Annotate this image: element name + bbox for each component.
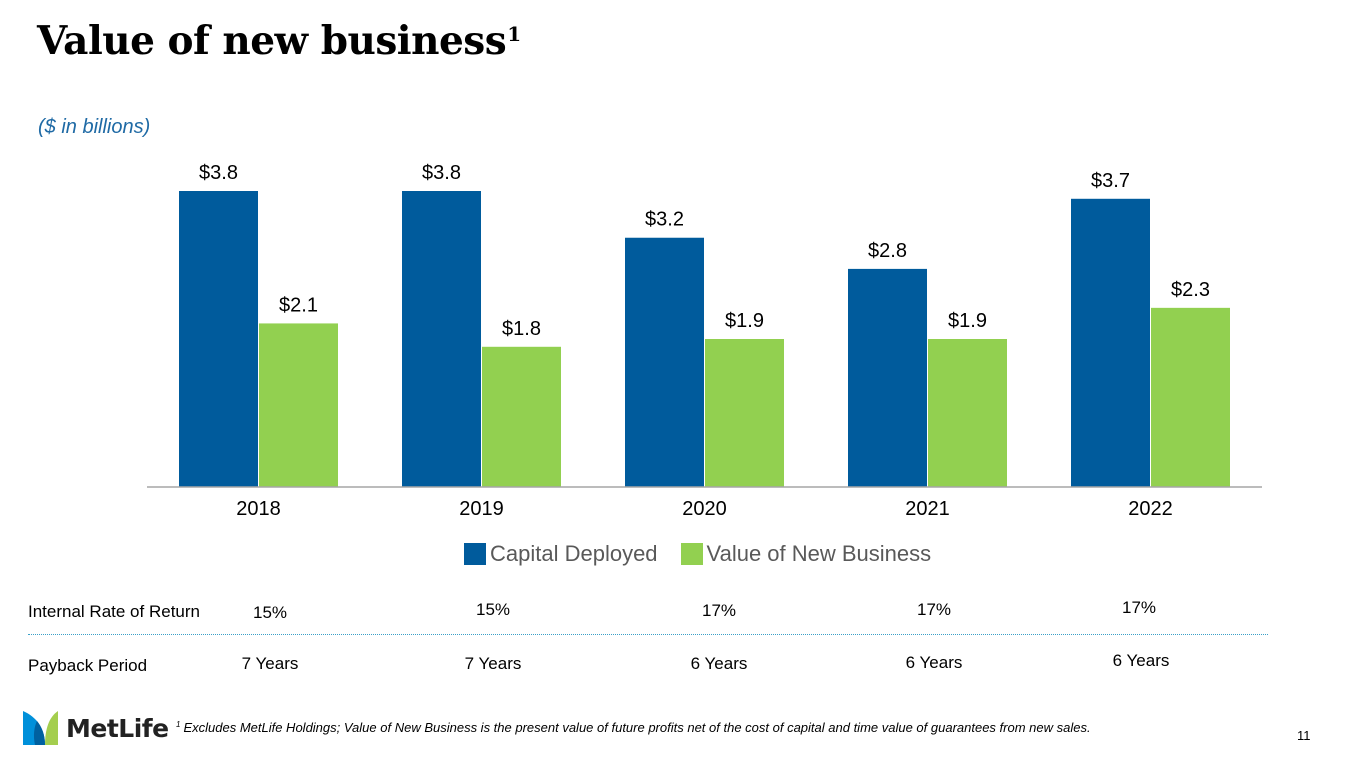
irr-value-2022: 17% (1121, 598, 1157, 617)
bar-value-of-new-business-2018 (259, 323, 338, 487)
x-tick-label-2020: 2020 (682, 498, 727, 520)
bar-capital-deployed-2019 (402, 191, 481, 487)
bar-value-of-new-business-2020 (705, 339, 784, 487)
irr-label: Internal Rate of Return (28, 602, 200, 621)
bar-capital-deployed-2020 (625, 237, 704, 487)
units-subtitle: ($ in billions) (38, 116, 151, 138)
metlife-logo: MetLife (23, 711, 169, 745)
data-label-capital-deployed-2022: $3.7 (1091, 170, 1130, 192)
irr-value-2021: 17% (916, 600, 952, 619)
data-label-capital-deployed-2020: $3.2 (645, 209, 684, 231)
legend-item-value-of-new-business: Value of New Business (680, 541, 932, 567)
footnote-mark: 1 (176, 720, 181, 729)
data-label-capital-deployed-2018: $3.8 (199, 162, 238, 184)
payback-label: Payback Period (28, 656, 148, 675)
x-tick-label-2022: 2022 (1128, 498, 1173, 520)
data-label-value-of-new-business-2018: $2.1 (279, 294, 318, 316)
bar-capital-deployed-2018 (179, 191, 258, 487)
x-tick-label-2018: 2018 (236, 498, 281, 520)
footnote: 1 Excludes MetLife Holdings; Value of New… (176, 720, 1091, 735)
legend-swatch-value-of-new-business (680, 543, 703, 565)
payback-value-2018: 7 Years (241, 654, 299, 673)
title-footnote-mark: 1 (507, 22, 521, 46)
irr-value-2020: 17% (701, 601, 737, 620)
bar-value-of-new-business-2022 (1151, 307, 1230, 487)
bar-value-of-new-business-2021 (928, 339, 1007, 487)
bar-capital-deployed-2021 (848, 268, 927, 487)
metlife-logo-icon (23, 711, 58, 745)
payback-value-2021: 6 Years (905, 653, 963, 672)
legend-label: Capital Deployed (490, 541, 658, 566)
data-label-value-of-new-business-2022: $2.3 (1171, 279, 1210, 301)
metrics-divider (28, 634, 1268, 635)
data-label-value-of-new-business-2021: $1.9 (948, 310, 987, 332)
bar-value-of-new-business-2019 (482, 346, 561, 487)
footnote-text: Excludes MetLife Holdings; Value of New … (183, 720, 1091, 735)
chart-legend: Capital Deployed Value of New Business (464, 541, 954, 567)
irr-value-2019: 15% (475, 600, 511, 619)
legend-label: Value of New Business (706, 541, 932, 566)
x-tick-label-2019: 2019 (459, 498, 504, 520)
legend-swatch-capital-deployed (464, 543, 486, 565)
bar-chart: $3.8 $2.1 2018 $3.8 $1.8 2019 $3.2 $1.9 2020 $2.8… (147, 162, 1262, 520)
data-label-value-of-new-business-2019: $1.8 (502, 318, 541, 340)
payback-value-2019: 7 Years (464, 654, 522, 673)
data-label-capital-deployed-2021: $2.8 (868, 240, 907, 262)
bar-capital-deployed-2022 (1071, 198, 1150, 487)
data-label-value-of-new-business-2020: $1.9 (725, 310, 764, 332)
page-number: 11 (1297, 728, 1311, 743)
payback-value-2020: 6 Years (690, 654, 748, 673)
legend-item-capital-deployed: Capital Deployed (464, 541, 658, 567)
irr-value-2018: 15% (252, 603, 288, 622)
x-tick-label-2021: 2021 (905, 498, 950, 520)
page-title-text: Value of new business (37, 18, 507, 64)
metlife-logo-text: MetLife (66, 713, 169, 743)
page-title: Value of new business1 (37, 18, 521, 64)
payback-value-2022: 6 Years (1112, 651, 1170, 670)
data-label-capital-deployed-2019: $3.8 (422, 162, 461, 184)
